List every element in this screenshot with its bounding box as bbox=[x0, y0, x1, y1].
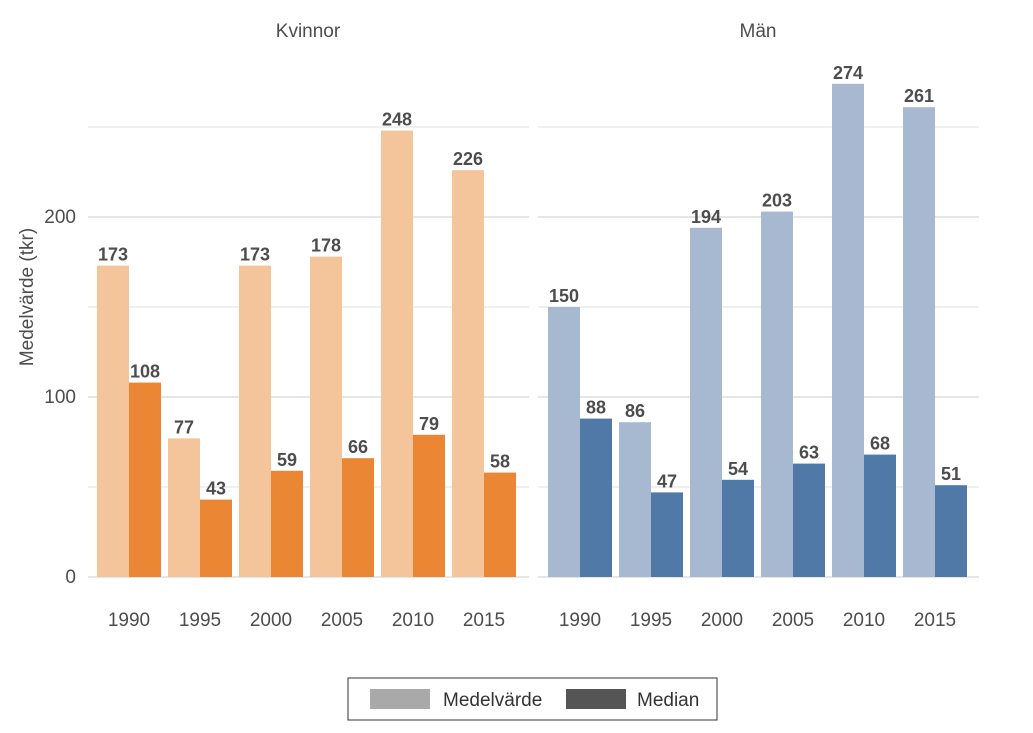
data-label-man-medelvarde-2005: 203 bbox=[762, 191, 792, 211]
data-label-man-median-2005: 63 bbox=[799, 443, 819, 463]
y-axis-label: Medelvärde (tkr) bbox=[17, 228, 38, 366]
panel-title-kvinnor: Kvinnor bbox=[276, 21, 341, 42]
data-label-man-median-2000: 54 bbox=[728, 459, 748, 479]
bar-kvinnor-median-2015 bbox=[484, 472, 516, 577]
data-label-kvinnor-medelvarde-2000: 173 bbox=[240, 245, 270, 265]
data-label-kvinnor-medelvarde-2015: 226 bbox=[453, 149, 483, 169]
data-label-man-medelvarde-2010: 274 bbox=[833, 63, 863, 83]
bar-man-medelvarde-2005 bbox=[761, 211, 793, 577]
panel-title-man: Män bbox=[740, 21, 777, 42]
bar-kvinnor-medelvarde-2010 bbox=[381, 130, 413, 577]
x-tick-label-kvinnor-2010: 2010 bbox=[392, 610, 434, 631]
legend-swatch-median bbox=[566, 689, 626, 709]
data-label-kvinnor-median-2005: 66 bbox=[348, 437, 368, 457]
legend-swatch-medelvarde bbox=[370, 689, 430, 709]
legend-label-median: Median bbox=[637, 690, 699, 711]
bar-man-medelvarde-1995 bbox=[619, 422, 651, 577]
bars-layer bbox=[97, 83, 967, 578]
data-label-kvinnor-median-2015: 58 bbox=[490, 452, 510, 472]
x-tick-label-man-1990: 1990 bbox=[559, 610, 601, 631]
x-tick-label-kvinnor-2000: 2000 bbox=[250, 610, 292, 631]
x-tick-label-man-2015: 2015 bbox=[914, 610, 956, 631]
x-tick-label-kvinnor-2015: 2015 bbox=[463, 610, 505, 631]
data-label-kvinnor-median-2010: 79 bbox=[419, 414, 439, 434]
bar-man-median-1990 bbox=[580, 418, 612, 577]
bar-man-median-1995 bbox=[651, 492, 683, 577]
bar-man-median-2015 bbox=[935, 485, 967, 577]
bar-kvinnor-median-1990 bbox=[129, 382, 161, 577]
bar-man-medelvarde-2010 bbox=[832, 83, 864, 578]
legend-label-medelvarde: Medelvärde bbox=[443, 690, 542, 711]
bar-man-medelvarde-2000 bbox=[690, 227, 722, 578]
x-tick-label-kvinnor-1990: 1990 bbox=[108, 610, 150, 631]
bar-kvinnor-medelvarde-1995 bbox=[168, 438, 200, 577]
data-label-kvinnor-median-2000: 59 bbox=[277, 450, 297, 470]
labels-layer: 0 100 200 173 108 1990 77 43 1995 173 59 2000 178 66 2… bbox=[44, 63, 961, 631]
data-label-man-median-1990: 88 bbox=[586, 398, 606, 418]
bar-man-medelvarde-2015 bbox=[903, 107, 935, 577]
x-tick-label-kvinnor-2005: 2005 bbox=[321, 610, 363, 631]
y-tick-label-100: 100 bbox=[44, 387, 76, 408]
data-label-man-medelvarde-2000: 194 bbox=[691, 207, 721, 227]
bar-kvinnor-median-2005 bbox=[342, 458, 374, 577]
data-label-kvinnor-medelvarde-1995: 77 bbox=[174, 417, 194, 437]
x-tick-label-kvinnor-1995: 1995 bbox=[179, 610, 221, 631]
bar-man-median-2010 bbox=[864, 454, 896, 577]
data-label-man-medelvarde-2015: 261 bbox=[904, 86, 934, 106]
data-label-kvinnor-medelvarde-2010: 248 bbox=[382, 110, 412, 130]
data-label-man-medelvarde-1995: 86 bbox=[625, 401, 645, 421]
data-label-man-median-1995: 47 bbox=[657, 471, 677, 491]
bar-man-medelvarde-1990 bbox=[548, 307, 580, 577]
data-label-man-medelvarde-1990: 150 bbox=[549, 286, 579, 306]
bar-kvinnor-medelvarde-2015 bbox=[452, 170, 484, 577]
bar-kvinnor-median-2000 bbox=[271, 470, 303, 577]
x-tick-label-man-2005: 2005 bbox=[772, 610, 814, 631]
bar-kvinnor-median-1995 bbox=[200, 499, 232, 577]
data-label-kvinnor-median-1995: 43 bbox=[206, 479, 226, 499]
data-label-kvinnor-medelvarde-1990: 173 bbox=[98, 245, 128, 265]
x-tick-label-man-1995: 1995 bbox=[630, 610, 672, 631]
data-label-man-median-2015: 51 bbox=[941, 464, 961, 484]
data-label-kvinnor-median-1990: 108 bbox=[130, 362, 160, 382]
x-tick-label-man-2000: 2000 bbox=[701, 610, 743, 631]
bar-man-median-2000 bbox=[722, 479, 754, 577]
legend: Medelvärde Median bbox=[347, 677, 718, 721]
bar-kvinnor-medelvarde-2000 bbox=[239, 265, 271, 577]
data-label-man-median-2010: 68 bbox=[870, 434, 890, 454]
y-tick-label-200: 200 bbox=[44, 207, 76, 228]
data-label-kvinnor-medelvarde-2005: 178 bbox=[311, 236, 341, 256]
x-tick-label-man-2010: 2010 bbox=[843, 610, 885, 631]
y-tick-label-0: 0 bbox=[65, 567, 76, 588]
bar-man-median-2005 bbox=[793, 463, 825, 577]
bar-kvinnor-median-2010 bbox=[413, 434, 445, 577]
bar-kvinnor-medelvarde-1990 bbox=[97, 265, 129, 577]
bar-kvinnor-medelvarde-2005 bbox=[310, 256, 342, 577]
